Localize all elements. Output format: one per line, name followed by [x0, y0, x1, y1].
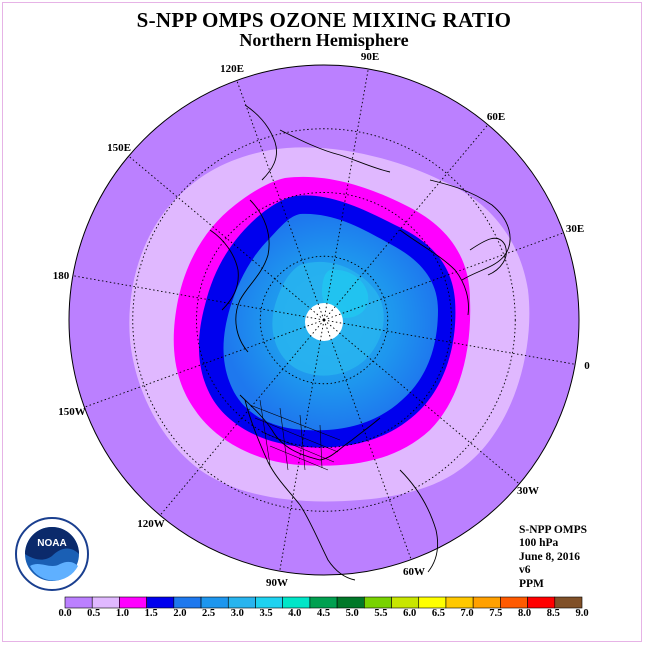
meridian-line	[323, 319, 412, 560]
colorbar-tick-label: 4.0	[288, 608, 302, 619]
meridian-line	[323, 319, 520, 485]
longitude-label-90e: 90E	[360, 51, 380, 63]
longitude-label-90w: 90W	[266, 577, 288, 589]
colorbar-tick-label: 1.5	[144, 608, 158, 619]
colorbar-tick-label: 8.0	[517, 608, 532, 619]
info-line-satellite: S-NPP OMPS	[519, 524, 588, 536]
colorbar-tick-label: 2.0	[173, 608, 187, 619]
latitude-circle	[259, 255, 389, 385]
meridian-line	[236, 80, 325, 321]
longitude-label-0: 0	[584, 360, 590, 372]
info-line-date: June 8, 2016	[519, 550, 581, 563]
colorbar-tick-label: 3.5	[259, 608, 273, 619]
longitude-label-180: 180	[52, 270, 70, 282]
colorbar-tick-label: 9.0	[575, 608, 589, 619]
colorbar-tick-label: 0.5	[87, 608, 101, 619]
meridian-line	[323, 232, 564, 321]
colorbar-tick-label: 5.5	[374, 608, 388, 619]
meridian-line	[279, 319, 325, 572]
meridian-line	[323, 124, 489, 321]
colorbar-tick-label: 6.0	[403, 608, 417, 619]
meridian-line	[323, 68, 369, 321]
longitude-label-60w: 60W	[403, 566, 425, 578]
colorbar-tick-label: 0.0	[58, 608, 72, 619]
colorbar-tick-label: 3.0	[230, 608, 244, 619]
meridian-line	[159, 319, 325, 516]
colorbar-tick-label: 5.0	[345, 608, 359, 619]
meridian-line	[128, 155, 325, 321]
map-subtitle: Northern Hemisphere	[239, 30, 409, 50]
meridian-line	[72, 275, 325, 321]
longitude-label-30w: 30W	[517, 485, 539, 497]
longitude-label-60e: 60E	[486, 111, 506, 123]
colorbar-tick-label: 2.5	[202, 608, 216, 619]
coastlines	[209, 104, 511, 581]
state-boundaries	[249, 399, 341, 471]
info-block: S-NPP OMPS 100 hPa June 8, 2016 v6 PPM	[519, 524, 587, 591]
info-line-pressure: 100 hPa	[519, 537, 559, 550]
longitude-label-120e: 120E	[220, 63, 244, 75]
colorbar-tick-label: 6.5	[431, 608, 445, 619]
colorbar-tick-label: 1.0	[115, 608, 129, 619]
colorbar-tick-label: 7.0	[460, 608, 474, 619]
graticule	[72, 68, 576, 572]
longitude-label-30e: 30E	[565, 223, 585, 235]
figure-frame	[2, 2, 642, 642]
map-title: S-NPP OMPS OZONE MIXING RATIO	[136, 8, 512, 32]
meridian-line	[323, 319, 576, 365]
latitude-circle	[132, 128, 516, 512]
longitude-label-150w: 150W	[58, 406, 86, 418]
info-line-units: PPM	[519, 577, 544, 590]
info-line-version: v6	[519, 564, 531, 577]
meridian-line	[84, 319, 325, 408]
longitude-label-150e: 150E	[107, 142, 131, 154]
colorbar-tick-label: 4.5	[316, 608, 331, 619]
longitude-label-120w: 120W	[137, 518, 165, 530]
colorbar-tick-label: 8.5	[546, 608, 560, 619]
colorbar-tick-label: 7.5	[489, 608, 503, 619]
latitude-circle	[196, 192, 452, 448]
